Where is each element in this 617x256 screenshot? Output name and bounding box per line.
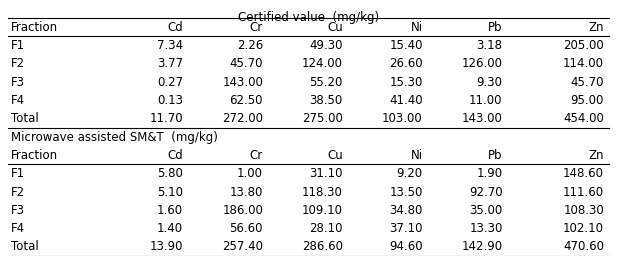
Text: 102.10: 102.10 <box>563 222 604 235</box>
Text: 126.00: 126.00 <box>462 57 503 70</box>
Text: 1.60: 1.60 <box>157 204 183 217</box>
Text: 103.00: 103.00 <box>382 112 423 125</box>
Text: 28.10: 28.10 <box>309 222 343 235</box>
Text: 41.40: 41.40 <box>389 94 423 107</box>
Text: F3: F3 <box>10 76 25 89</box>
Text: 11.70: 11.70 <box>149 112 183 125</box>
Text: Certified value  (mg/kg): Certified value (mg/kg) <box>238 11 379 24</box>
Text: 1.00: 1.00 <box>237 167 263 180</box>
Text: Zn: Zn <box>589 21 604 34</box>
Text: 3.18: 3.18 <box>476 39 503 52</box>
Text: F2: F2 <box>10 186 25 199</box>
Text: 15.30: 15.30 <box>389 76 423 89</box>
Text: 9.30: 9.30 <box>476 76 503 89</box>
Text: 11.00: 11.00 <box>469 94 503 107</box>
Text: F4: F4 <box>10 222 25 235</box>
Text: 143.00: 143.00 <box>222 76 263 89</box>
Text: 124.00: 124.00 <box>302 57 343 70</box>
Text: 205.00: 205.00 <box>563 39 604 52</box>
Text: 9.20: 9.20 <box>397 167 423 180</box>
Text: 34.80: 34.80 <box>389 204 423 217</box>
Text: 13.30: 13.30 <box>469 222 503 235</box>
Text: Ni: Ni <box>411 21 423 34</box>
Text: 94.60: 94.60 <box>389 240 423 253</box>
Text: Pb: Pb <box>488 149 503 162</box>
Text: 118.30: 118.30 <box>302 186 343 199</box>
Text: Cr: Cr <box>250 21 263 34</box>
Text: Cd: Cd <box>167 149 183 162</box>
Text: 35.00: 35.00 <box>470 204 503 217</box>
Text: Cd: Cd <box>167 21 183 34</box>
Text: Cu: Cu <box>327 21 343 34</box>
Text: 0.27: 0.27 <box>157 76 183 89</box>
Text: 13.80: 13.80 <box>230 186 263 199</box>
Text: 95.00: 95.00 <box>571 94 604 107</box>
Text: Cu: Cu <box>327 149 343 162</box>
Text: 186.00: 186.00 <box>222 204 263 217</box>
Text: 56.60: 56.60 <box>230 222 263 235</box>
Text: 45.70: 45.70 <box>571 76 604 89</box>
Text: Fraction: Fraction <box>10 149 58 162</box>
Text: 5.80: 5.80 <box>157 167 183 180</box>
Text: 38.50: 38.50 <box>310 94 343 107</box>
Text: 454.00: 454.00 <box>563 112 604 125</box>
Text: 49.30: 49.30 <box>309 39 343 52</box>
Text: 470.60: 470.60 <box>563 240 604 253</box>
Text: 142.90: 142.90 <box>462 240 503 253</box>
Text: 15.40: 15.40 <box>389 39 423 52</box>
Text: 2.26: 2.26 <box>237 39 263 52</box>
Text: 92.70: 92.70 <box>469 186 503 199</box>
Text: 1.90: 1.90 <box>476 167 503 180</box>
Text: 1.40: 1.40 <box>157 222 183 235</box>
Text: 13.90: 13.90 <box>150 240 183 253</box>
Text: 286.60: 286.60 <box>302 240 343 253</box>
Text: Pb: Pb <box>488 21 503 34</box>
Text: 257.40: 257.40 <box>222 240 263 253</box>
Text: Cr: Cr <box>250 149 263 162</box>
Text: Fraction: Fraction <box>10 21 58 34</box>
Text: 13.50: 13.50 <box>389 186 423 199</box>
Text: 3.77: 3.77 <box>157 57 183 70</box>
Text: F1: F1 <box>10 39 25 52</box>
Text: 272.00: 272.00 <box>222 112 263 125</box>
Text: 45.70: 45.70 <box>230 57 263 70</box>
Text: Microwave assisted SM&T  (mg/kg): Microwave assisted SM&T (mg/kg) <box>10 131 217 144</box>
Text: 5.10: 5.10 <box>157 186 183 199</box>
Text: F1: F1 <box>10 167 25 180</box>
Text: 111.60: 111.60 <box>563 186 604 199</box>
Text: 55.20: 55.20 <box>310 76 343 89</box>
Text: Ni: Ni <box>411 149 423 162</box>
Text: F4: F4 <box>10 94 25 107</box>
Text: 62.50: 62.50 <box>230 94 263 107</box>
Text: 26.60: 26.60 <box>389 57 423 70</box>
Text: F2: F2 <box>10 57 25 70</box>
Text: 114.00: 114.00 <box>563 57 604 70</box>
Text: 37.10: 37.10 <box>389 222 423 235</box>
Text: Total: Total <box>10 240 38 253</box>
Text: 143.00: 143.00 <box>462 112 503 125</box>
Text: 7.34: 7.34 <box>157 39 183 52</box>
Text: 0.13: 0.13 <box>157 94 183 107</box>
Text: 109.10: 109.10 <box>302 204 343 217</box>
Text: Total: Total <box>10 112 38 125</box>
Text: 108.30: 108.30 <box>563 204 604 217</box>
Text: 31.10: 31.10 <box>309 167 343 180</box>
Text: F3: F3 <box>10 204 25 217</box>
Text: 275.00: 275.00 <box>302 112 343 125</box>
Text: 148.60: 148.60 <box>563 167 604 180</box>
Text: Zn: Zn <box>589 149 604 162</box>
